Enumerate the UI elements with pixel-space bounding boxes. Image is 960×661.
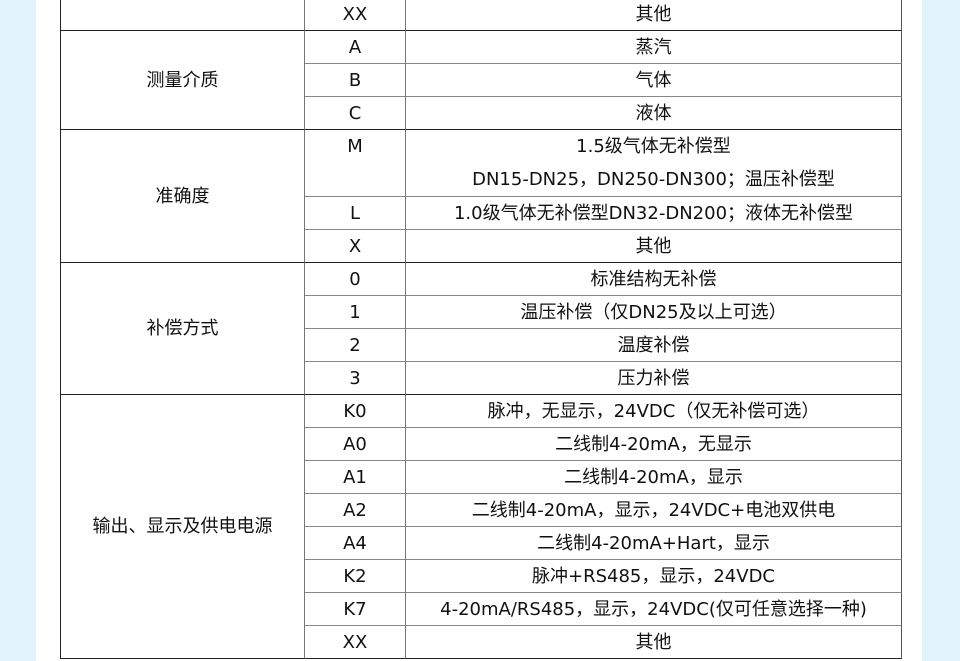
option-description: 标准结构无补偿 bbox=[406, 263, 902, 296]
option-code: A bbox=[305, 31, 406, 64]
option-description: 二线制4-20mA，无显示 bbox=[406, 428, 902, 461]
description-line: DN15-DN25，DN250-DN300；温压补偿型 bbox=[472, 169, 835, 190]
option-description: 压力补偿 bbox=[406, 362, 902, 395]
description-line: 二线制4-20mA+Hart，显示 bbox=[537, 532, 770, 554]
description-line: 4-20mA/RS485，显示，24VDC(仅可任意选择一种) bbox=[440, 598, 867, 620]
option-code: M bbox=[305, 130, 406, 197]
option-code: K0 bbox=[305, 395, 406, 428]
option-description: 其他 bbox=[406, 0, 902, 31]
description-line: 其他 bbox=[635, 631, 672, 653]
group-label: 测量介质 bbox=[60, 31, 305, 130]
option-code: 0 bbox=[305, 263, 406, 296]
option-description: 蒸汽 bbox=[406, 31, 902, 64]
description-line: 压力补偿 bbox=[617, 367, 690, 389]
option-code: 1 bbox=[305, 296, 406, 329]
option-code: K7 bbox=[305, 593, 406, 626]
option-description: 其他 bbox=[406, 626, 902, 659]
option-code: B bbox=[305, 64, 406, 97]
option-description: 脉冲，无显示，24VDC（仅无补偿可选） bbox=[406, 395, 902, 428]
description-line: 脉冲，无显示，24VDC（仅无补偿可选） bbox=[487, 400, 820, 422]
description-line: 其他 bbox=[635, 235, 672, 257]
group-label bbox=[60, 0, 305, 31]
description-line: 其他 bbox=[635, 3, 672, 25]
option-code: 2 bbox=[305, 329, 406, 362]
option-code: XX bbox=[305, 0, 406, 31]
option-description: 脉冲+RS485，显示，24VDC bbox=[406, 560, 902, 593]
group-label: 补偿方式 bbox=[60, 263, 305, 395]
option-description: 二线制4-20mA，显示 bbox=[406, 461, 902, 494]
option-description: 1.5级气体无补偿型 DN15-DN25，DN250-DN300；温压补偿型 bbox=[406, 130, 902, 197]
option-code: C bbox=[305, 97, 406, 130]
option-code: A1 bbox=[305, 461, 406, 494]
description-line: 二线制4-20mA，无显示 bbox=[555, 433, 752, 455]
option-description: 温压补偿（仅DN25及以上可选） bbox=[406, 296, 902, 329]
group-label: 输出、显示及供电电源 bbox=[60, 395, 305, 659]
description-line: 液体 bbox=[635, 102, 672, 124]
left-background bbox=[0, 0, 36, 661]
description-line: 脉冲+RS485，显示，24VDC bbox=[531, 565, 776, 587]
description-line: 标准结构无补偿 bbox=[590, 268, 717, 290]
description-line: 温压补偿（仅DN25及以上可选） bbox=[520, 301, 787, 323]
option-code: XX bbox=[305, 626, 406, 659]
option-description: 二线制4-20mA+Hart，显示 bbox=[406, 527, 902, 560]
description-line: 蒸汽 bbox=[635, 36, 672, 58]
description-line: 二线制4-20mA，显示 bbox=[564, 466, 743, 488]
option-code: A0 bbox=[305, 428, 406, 461]
option-description: 温度补偿 bbox=[406, 329, 902, 362]
right-background bbox=[922, 0, 960, 661]
option-code: A2 bbox=[305, 494, 406, 527]
option-code: A4 bbox=[305, 527, 406, 560]
description-line: 温度补偿 bbox=[617, 334, 690, 356]
description-line: 二线制4-20mA，显示，24VDC+电池双供电 bbox=[471, 499, 836, 521]
option-description: 二线制4-20mA，显示，24VDC+电池双供电 bbox=[406, 494, 902, 527]
description-line: 1.5级气体无补偿型 bbox=[576, 136, 731, 157]
option-description: 气体 bbox=[406, 64, 902, 97]
option-code: K2 bbox=[305, 560, 406, 593]
description-line: 1.0级气体无补偿型DN32-DN200；液体无补偿型 bbox=[453, 202, 854, 224]
option-description: 4-20mA/RS485，显示，24VDC(仅可任意选择一种) bbox=[406, 593, 902, 626]
description-line: 气体 bbox=[635, 69, 672, 91]
option-description: 其他 bbox=[406, 230, 902, 263]
option-code: L bbox=[305, 197, 406, 230]
option-code: X bbox=[305, 230, 406, 263]
group-label: 准确度 bbox=[60, 130, 305, 263]
option-description: 1.0级气体无补偿型DN32-DN200；液体无补偿型 bbox=[406, 197, 902, 230]
option-description: 液体 bbox=[406, 97, 902, 130]
option-code: 3 bbox=[305, 362, 406, 395]
